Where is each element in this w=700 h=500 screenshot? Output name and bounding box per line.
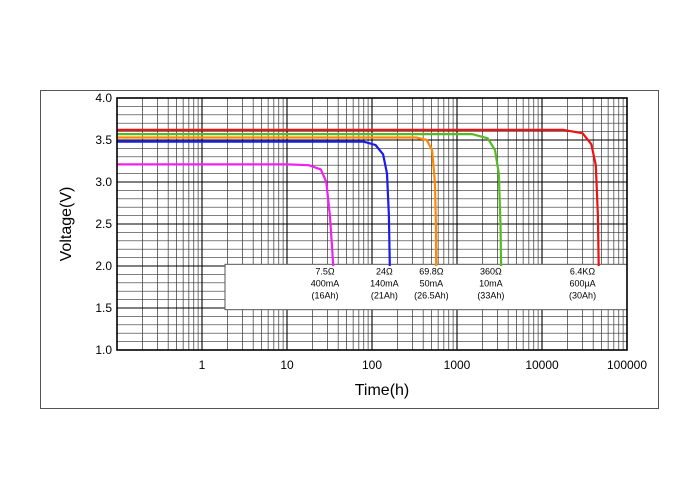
x-tick-label: 1000 xyxy=(444,358,471,372)
series-label-4: 360Ω xyxy=(480,266,502,276)
x-tick-label: 100 xyxy=(362,358,382,372)
series-layer xyxy=(117,128,600,267)
series-label-1: 7.5Ω xyxy=(315,266,335,276)
series-line-5 xyxy=(117,128,600,267)
y-tick-label: 3.5 xyxy=(95,133,112,147)
series-label-5: 600µA xyxy=(569,278,595,288)
series-label-4: 10mA xyxy=(479,278,503,288)
series-line-3 xyxy=(117,136,438,267)
x-axis-title: Time(h) xyxy=(355,382,410,399)
y-tick-label: 2.0 xyxy=(95,259,112,273)
x-tick-label: 1 xyxy=(199,358,206,372)
x-tick-label: 100000 xyxy=(607,358,647,372)
x-axis-ticks: 1 10 100 1000 10000 100000 xyxy=(199,358,648,372)
y-axis-ticks: 4.0 3.5 3.0 2.5 2.0 1.5 1.0 xyxy=(95,91,112,357)
series-label-3: (26.5Ah) xyxy=(414,290,449,300)
series-label-5: (30Ah) xyxy=(569,290,596,300)
series-line-1 xyxy=(117,163,335,267)
chart-frame xyxy=(40,90,659,409)
series-label-2: 24Ω xyxy=(376,266,393,276)
y-tick-label: 4.0 xyxy=(95,91,112,105)
y-tick-label: 1.0 xyxy=(95,343,112,357)
series-label-2: 140mA xyxy=(370,278,399,288)
y-axis-title: Voltage(V) xyxy=(58,187,75,262)
y-tick-label: 1.5 xyxy=(95,301,112,315)
plot-border xyxy=(116,97,628,351)
series-line-4 xyxy=(117,133,503,267)
annotation-box xyxy=(224,263,628,311)
series-label-5: 6.4KΩ xyxy=(570,266,596,276)
y-tick-label: 3.0 xyxy=(95,175,112,189)
y-tick-label: 2.5 xyxy=(95,217,112,231)
series-line-2 xyxy=(117,140,391,267)
series-label-1: 400mA xyxy=(311,278,340,288)
x-tick-label: 10000 xyxy=(525,358,559,372)
series-label-3: 50mA xyxy=(420,278,444,288)
x-tick-label: 10 xyxy=(280,358,294,372)
series-label-3: 69.8Ω xyxy=(419,266,444,276)
annotation-layer: 7.5Ω 400mA (16Ah) 24Ω 140mA (21Ah) 69.8Ω 50mA (2… xyxy=(311,266,596,300)
series-label-4: (33Ah) xyxy=(477,290,504,300)
series-label-2: (21Ah) xyxy=(371,290,398,300)
series-label-1: (16Ah) xyxy=(312,290,339,300)
